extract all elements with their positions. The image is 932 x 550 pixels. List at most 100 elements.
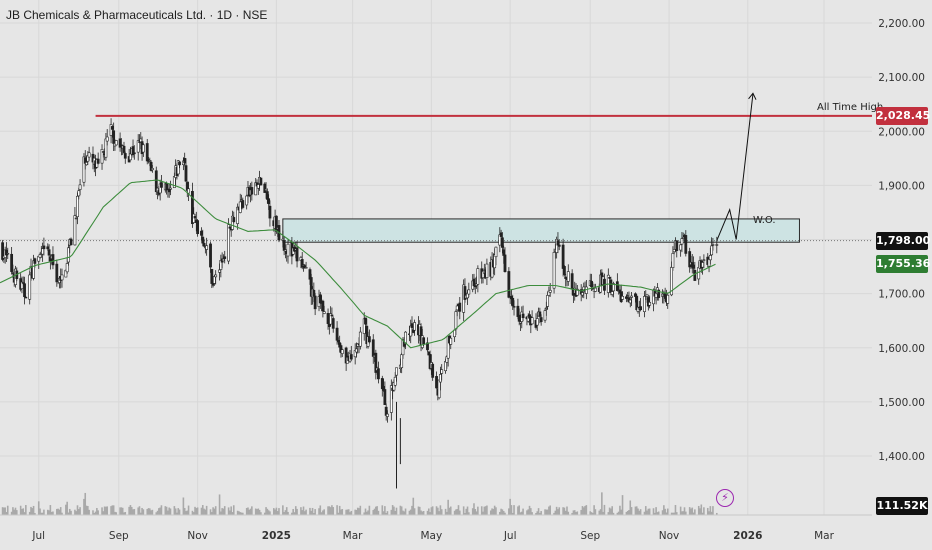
candle-body: [707, 259, 711, 267]
volume-bar: [21, 508, 23, 515]
volume-bar: [593, 505, 595, 515]
volume-bar: [616, 512, 619, 515]
volume-bar: [665, 512, 668, 515]
lightning-bolt-icon[interactable]: ⚡: [716, 489, 734, 507]
candle-body: [167, 188, 171, 193]
candle-body: [575, 288, 579, 296]
volume-bar: [536, 511, 539, 515]
candle-body: [41, 248, 45, 255]
volume-bar: [444, 508, 447, 515]
candle-body: [145, 143, 149, 162]
volume-bar: [37, 501, 40, 515]
volume-bar: [549, 505, 551, 515]
volume-bar: [663, 505, 665, 515]
volume-bar: [296, 508, 298, 515]
volume-bar: [97, 510, 99, 515]
candle-body: [517, 314, 521, 322]
candle-body: [329, 313, 333, 325]
volume-bar: [629, 500, 632, 515]
candle-body: [426, 342, 429, 351]
candle-body: [410, 323, 414, 328]
volume-bar: [236, 510, 239, 515]
volume-bar: [528, 505, 531, 515]
candle-body: [141, 144, 145, 153]
volume-bar: [464, 512, 466, 515]
volume-bar: [76, 505, 79, 515]
volume-bar: [201, 505, 204, 515]
moving-average-line: [0, 179, 716, 349]
volume-bar: [292, 508, 294, 515]
volume-bar: [227, 507, 230, 515]
candle-body: [383, 389, 387, 405]
candle-body: [286, 243, 290, 257]
candle-body: [615, 281, 619, 291]
candle-body: [335, 327, 339, 341]
candle-body: [20, 281, 24, 289]
volume-bar: [186, 510, 189, 515]
volume-bar: [101, 507, 103, 515]
volume-bar: [137, 507, 139, 515]
volume-bar: [28, 511, 31, 515]
volume-bar: [709, 506, 712, 515]
volume-bar: [337, 512, 340, 515]
candle-body: [626, 295, 630, 297]
volume-bar: [657, 511, 660, 515]
volume-bar: [34, 512, 36, 515]
volume-bar: [708, 511, 710, 515]
volume-bar: [167, 510, 169, 515]
volume-bar: [447, 499, 449, 515]
volume-bar: [421, 511, 424, 515]
candle-body: [263, 183, 267, 193]
volume-bar: [619, 505, 621, 515]
volume-bar: [567, 511, 570, 515]
volume-bar: [238, 511, 240, 515]
volume-bar: [562, 507, 564, 515]
volume-bar: [258, 509, 261, 515]
volume-bar: [191, 510, 194, 515]
candle-body: [404, 331, 407, 345]
volume-bar: [367, 510, 369, 515]
volume-bar: [694, 509, 696, 515]
candle-body: [544, 307, 548, 310]
candle-body: [643, 296, 646, 312]
candlestick-series: [1, 118, 719, 489]
volume-bar: [340, 509, 342, 515]
candle-body: [21, 282, 25, 284]
all-time-high-label: All Time High: [817, 102, 883, 113]
volume-bar: [564, 510, 567, 515]
volume-bar: [40, 512, 43, 515]
volume-bar: [239, 512, 242, 515]
volume-bar: [468, 512, 470, 515]
candle-body: [458, 302, 462, 312]
volume-bar: [320, 512, 323, 515]
volume-bar: [291, 512, 293, 515]
candle-body: [69, 238, 73, 246]
volume-bar: [670, 512, 673, 515]
candle-body: [112, 130, 116, 144]
time-axis[interactable]: Jul Sep Nov 2025 Mar May Jul Sep Nov 2026 Mar: [0, 514, 872, 542]
volume-bar: [96, 507, 98, 515]
volume-bar: [329, 507, 332, 515]
volume-bar: [159, 507, 161, 515]
volume-bar: [453, 510, 456, 515]
volume-bar: [553, 512, 555, 515]
volume-bar: [39, 508, 41, 515]
volume-bar: [23, 512, 26, 515]
volume-bar: [582, 507, 585, 515]
volume-bar: [466, 506, 469, 515]
volume-bar: [164, 506, 167, 515]
volume-bar: [581, 506, 584, 515]
volume-bar: [220, 511, 222, 515]
candle-body: [265, 191, 269, 200]
volume-bar: [519, 512, 522, 515]
volume-bar: [200, 507, 203, 515]
volume-bar: [151, 509, 154, 515]
volume-bar: [504, 512, 506, 515]
volume-bar: [278, 508, 280, 515]
candle-body: [563, 266, 566, 275]
candle-body: [205, 245, 209, 250]
candle-body: [507, 271, 511, 298]
candle-body: [74, 217, 78, 220]
volume-bar: [644, 506, 647, 515]
